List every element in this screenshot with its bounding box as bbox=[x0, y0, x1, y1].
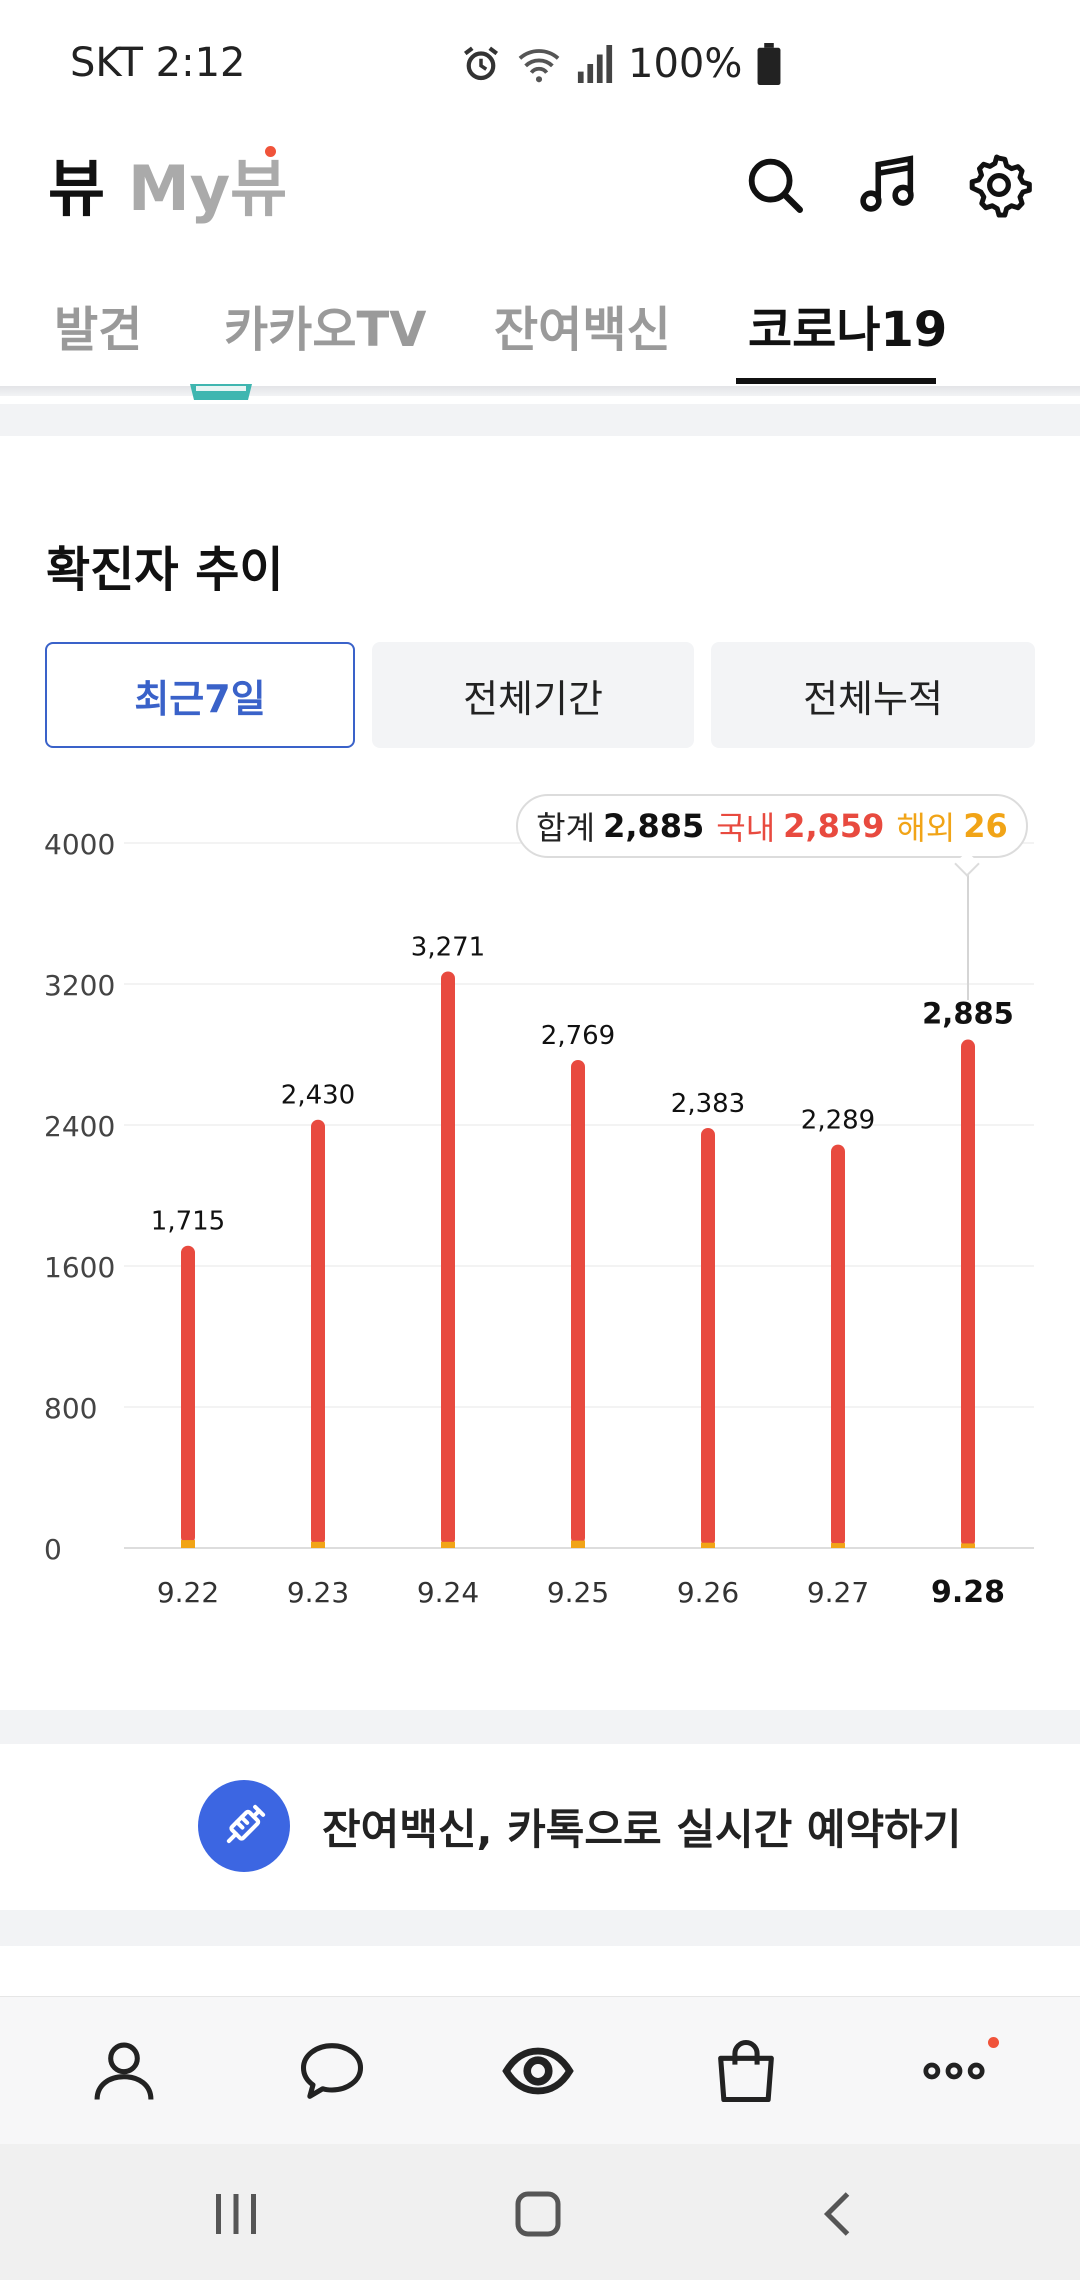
status-bar: SKT 2:12 100% bbox=[0, 0, 1080, 120]
y-tick-label: 1600 bbox=[44, 1251, 115, 1284]
tooltip-total-value: 2,885 bbox=[603, 807, 705, 845]
bar-domestic[interactable] bbox=[311, 1119, 325, 1546]
bar-domestic[interactable] bbox=[571, 1059, 585, 1545]
music-icon[interactable] bbox=[852, 150, 922, 220]
bar-domestic[interactable] bbox=[701, 1127, 715, 1547]
x-tick-label: 9.27 bbox=[807, 1576, 869, 1609]
tab-covid19[interactable]: 코로나19 bbox=[748, 302, 948, 358]
section-title: 확진자 추이 bbox=[46, 542, 284, 598]
bar-domestic[interactable] bbox=[441, 971, 455, 1546]
x-tick-label: 9.24 bbox=[417, 1576, 479, 1609]
x-tick-label: 9.26 bbox=[677, 1576, 739, 1609]
back-icon[interactable] bbox=[810, 2184, 870, 2244]
brand-my-view-tab[interactable]: My뷰 bbox=[128, 152, 288, 225]
tooltip-domestic-value: 2,859 bbox=[783, 807, 885, 845]
confirmed-cases-chart: 0 800 1600 2400 3200 4000 1,715 2,430 3,271 2,76… bbox=[44, 828, 1034, 1610]
bar-domestic[interactable] bbox=[181, 1245, 195, 1545]
y-axis-ticks: 0 800 1600 2400 3200 4000 bbox=[44, 828, 115, 1566]
recent-7-days-button[interactable]: 최근7일 bbox=[45, 642, 355, 748]
person-icon[interactable] bbox=[86, 2033, 162, 2109]
x-tick-label: 9.22 bbox=[157, 1576, 219, 1609]
bar-overseas[interactable] bbox=[311, 1541, 325, 1548]
tab-kakaotv[interactable]: 카카오TV bbox=[224, 302, 427, 358]
active-tab-indicator bbox=[736, 378, 936, 384]
settings-icon[interactable] bbox=[964, 150, 1034, 220]
cumulative-button[interactable]: 전체누적 bbox=[711, 642, 1035, 748]
x-tick-label: 9.28 bbox=[931, 1575, 1005, 1610]
chart-tooltip: 합계 2,885 국내 2,859 해외 26 bbox=[516, 794, 1028, 858]
view-eye-icon[interactable] bbox=[500, 2033, 576, 2109]
bar-domestic[interactable] bbox=[961, 1039, 975, 1548]
section-gap bbox=[0, 1710, 1080, 1744]
carrier-time: SKT 2:12 bbox=[70, 40, 246, 86]
system-navigation-bar bbox=[0, 2144, 1080, 2280]
shopping-bag-icon[interactable] bbox=[708, 2033, 784, 2109]
category-tabs: 발견 카카오TV 잔여백신 코로나19 bbox=[0, 270, 1080, 386]
x-tick-label: 9.23 bbox=[287, 1576, 349, 1609]
y-tick-label: 2400 bbox=[44, 1110, 115, 1143]
bar-value-label: 3,271 bbox=[411, 932, 485, 962]
bar-overseas[interactable] bbox=[441, 1541, 455, 1548]
character-partial-image bbox=[190, 384, 252, 400]
tab-discover[interactable]: 발견 bbox=[54, 302, 143, 358]
y-tick-label: 800 bbox=[44, 1392, 97, 1425]
app-header: 뷰 My뷰 bbox=[0, 120, 1080, 260]
battery-percent: 100% bbox=[628, 41, 743, 87]
alarm-icon bbox=[463, 46, 499, 81]
wifi-icon bbox=[518, 49, 560, 83]
status-icons: 100% bbox=[460, 38, 782, 90]
home-icon[interactable] bbox=[508, 2184, 568, 2244]
tooltip-domestic-label: 국내 bbox=[716, 809, 776, 847]
tab-remaining-vaccine[interactable]: 잔여백신 bbox=[494, 302, 671, 358]
chart-bars[interactable] bbox=[181, 971, 975, 1548]
tabs-divider bbox=[0, 386, 1080, 396]
bottom-navigation bbox=[0, 1996, 1080, 2145]
bar-value-label: 2,430 bbox=[281, 1081, 355, 1111]
y-tick-label: 4000 bbox=[44, 828, 115, 861]
search-icon[interactable] bbox=[740, 150, 810, 220]
y-tick-label: 3200 bbox=[44, 969, 115, 1002]
chart-value-labels: 1,715 2,430 3,271 2,769 2,383 2,289 2,885 bbox=[151, 932, 1014, 1236]
bar-value-label: 1,715 bbox=[151, 1207, 225, 1237]
bar-value-label: 2,769 bbox=[541, 1021, 615, 1051]
entire-period-button[interactable]: 전체기간 bbox=[372, 642, 694, 748]
battery-icon bbox=[757, 43, 781, 85]
syringe-icon bbox=[198, 1780, 290, 1872]
bar-value-label: 2,383 bbox=[671, 1089, 745, 1119]
tooltip-overseas-value: 26 bbox=[963, 807, 1008, 845]
x-tick-label: 9.25 bbox=[547, 1576, 609, 1609]
signal-icon bbox=[577, 45, 613, 83]
recents-icon[interactable] bbox=[206, 2184, 266, 2244]
bar-overseas[interactable] bbox=[181, 1540, 195, 1548]
tooltip-overseas-label: 해외 bbox=[896, 809, 956, 847]
bar-value-label: 2,885 bbox=[922, 997, 1014, 1031]
bar-overseas[interactable] bbox=[701, 1542, 715, 1548]
bar-domestic[interactable] bbox=[831, 1144, 845, 1548]
brand-view-tab[interactable]: 뷰 bbox=[48, 152, 106, 225]
banner-text: 잔여백신, 카톡으로 실시간 예약하기 bbox=[322, 1805, 962, 1854]
y-tick-label: 0 bbox=[44, 1533, 62, 1566]
bar-overseas[interactable] bbox=[571, 1540, 585, 1548]
bar-overseas[interactable] bbox=[831, 1543, 845, 1548]
section-gap bbox=[0, 404, 1080, 436]
more-dots-icon[interactable] bbox=[916, 2033, 992, 2109]
section-gap bbox=[0, 1910, 1080, 1946]
bar-overseas[interactable] bbox=[961, 1543, 975, 1548]
x-axis-ticks: 9.22 9.23 9.24 9.25 9.26 9.27 9.28 bbox=[157, 1575, 1005, 1610]
notification-dot bbox=[265, 146, 276, 157]
bar-value-label: 2,289 bbox=[801, 1106, 875, 1136]
vaccine-reservation-banner[interactable]: 잔여백신, 카톡으로 실시간 예약하기 bbox=[0, 1744, 1080, 1910]
more-notification-dot bbox=[988, 2037, 999, 2048]
chat-bubble-icon[interactable] bbox=[294, 2033, 370, 2109]
tooltip-total-label: 합계 bbox=[536, 809, 596, 847]
